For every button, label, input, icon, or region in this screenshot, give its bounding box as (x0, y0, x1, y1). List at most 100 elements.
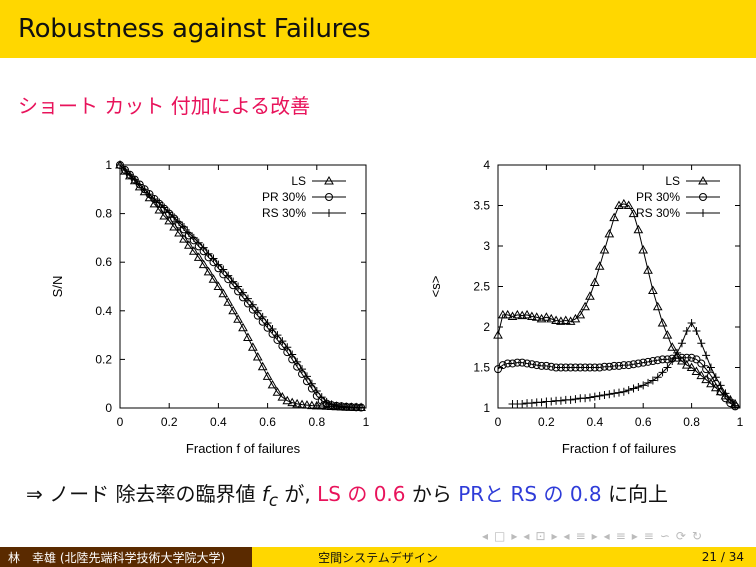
data-point (209, 254, 218, 263)
data-point (283, 343, 292, 352)
data-point (531, 312, 542, 321)
data-point (321, 401, 332, 410)
data-point (189, 233, 198, 242)
data-point (527, 399, 536, 408)
data-point (624, 386, 633, 395)
legend-label: PR 30% (636, 190, 680, 204)
data-point (657, 317, 668, 327)
nav-toc-icon[interactable]: ≡ (643, 529, 654, 543)
data-point (258, 312, 267, 321)
data-point (125, 170, 134, 179)
data-point (357, 403, 366, 412)
data-point (687, 353, 696, 362)
nav-prev-subsection-icon[interactable]: ◂ (563, 529, 570, 543)
data-point (292, 398, 302, 408)
x-tick-label: 0.4 (210, 415, 227, 429)
data-point (494, 365, 502, 374)
data-point (673, 348, 682, 357)
data-point (628, 208, 639, 218)
y-tick-label: 0.8 (95, 207, 112, 221)
data-point (653, 356, 662, 365)
data-point (706, 363, 715, 372)
data-point (706, 378, 716, 388)
data-point (532, 361, 541, 370)
data-point (243, 294, 252, 303)
nav-prev-slide-icon[interactable]: ◂ (482, 529, 489, 543)
nav-section-icon[interactable]: ≡ (615, 529, 626, 543)
data-point (297, 399, 307, 409)
nav-next-section-icon[interactable]: ▸ (631, 529, 638, 543)
data-point (124, 170, 135, 180)
nav-subsection-icon[interactable]: ≡ (575, 529, 586, 543)
data-point (696, 370, 707, 380)
data-point (618, 198, 629, 208)
data-point (686, 362, 697, 371)
data-point (219, 265, 228, 274)
data-point (648, 376, 657, 385)
data-point (629, 360, 638, 369)
data-point (184, 229, 193, 238)
data-point (677, 353, 686, 362)
footnote-ls: LS の 0.6 (317, 482, 406, 506)
x-tick-label: 0.6 (635, 415, 652, 429)
data-point (311, 400, 322, 410)
data-point (155, 198, 164, 207)
footer-page-number: 21 / 34 (504, 547, 756, 567)
data-point (658, 368, 667, 377)
data-point (566, 363, 575, 372)
fc-subscript: c (268, 491, 279, 510)
x-tick-label: 0.8 (308, 415, 325, 429)
data-point (502, 309, 513, 319)
y-tick-label: 4 (483, 158, 490, 172)
nav-next-slide-icon[interactable]: ▸ (511, 529, 518, 543)
data-point (585, 393, 594, 402)
data-point (570, 313, 581, 323)
footer-talk-title: 空間システムデザイン (252, 547, 504, 567)
nav-search-icon[interactable]: ∽ (659, 529, 670, 543)
nav-prev-section-icon[interactable]: ◂ (603, 529, 610, 543)
nav-next-frame-icon[interactable]: ▸ (551, 529, 558, 543)
data-point (663, 363, 672, 372)
data-point (272, 387, 283, 396)
data-point (644, 357, 653, 366)
y-axis-label: <s> (428, 276, 443, 298)
series-triangle (493, 198, 741, 408)
data-point (600, 391, 609, 400)
data-point (663, 355, 672, 364)
nav-frame-icon[interactable]: ⊡ (535, 529, 546, 543)
data-point (527, 311, 537, 320)
data-point (273, 331, 282, 340)
data-point (575, 309, 586, 319)
data-point (648, 285, 658, 295)
data-point (682, 353, 691, 362)
nav-prev-frame-icon[interactable]: ◂ (523, 529, 530, 543)
nav-slide-icon[interactable]: □ (494, 529, 506, 543)
data-point (648, 357, 657, 366)
data-point (658, 355, 667, 364)
footnote: ⇒ ノード 除去率の臨界値 fc が, LS の 0.6 から PRと RS の… (26, 478, 668, 510)
data-point (653, 373, 662, 382)
data-point (639, 381, 648, 390)
data-point (252, 351, 263, 361)
nav-back-icon[interactable]: ⟳ (675, 529, 686, 543)
data-point (287, 397, 298, 407)
series-line (497, 357, 736, 407)
nav-forward-icon[interactable]: ↻ (691, 529, 703, 543)
data-point (179, 222, 188, 231)
data-point (681, 360, 692, 369)
data-point (556, 396, 565, 405)
data-point (667, 342, 678, 351)
data-point (214, 260, 223, 269)
y-tick-label: 3 (483, 239, 490, 253)
footnote-mid2: から (405, 482, 459, 506)
data-point (145, 190, 154, 199)
y-tick-label: 2 (483, 320, 490, 334)
data-point (170, 213, 179, 222)
data-point (149, 198, 160, 208)
data-point (677, 339, 686, 348)
data-point (581, 363, 590, 372)
nav-next-subsection-icon[interactable]: ▸ (591, 529, 598, 543)
data-point (512, 309, 523, 319)
data-point (697, 339, 706, 348)
data-point (619, 361, 628, 370)
